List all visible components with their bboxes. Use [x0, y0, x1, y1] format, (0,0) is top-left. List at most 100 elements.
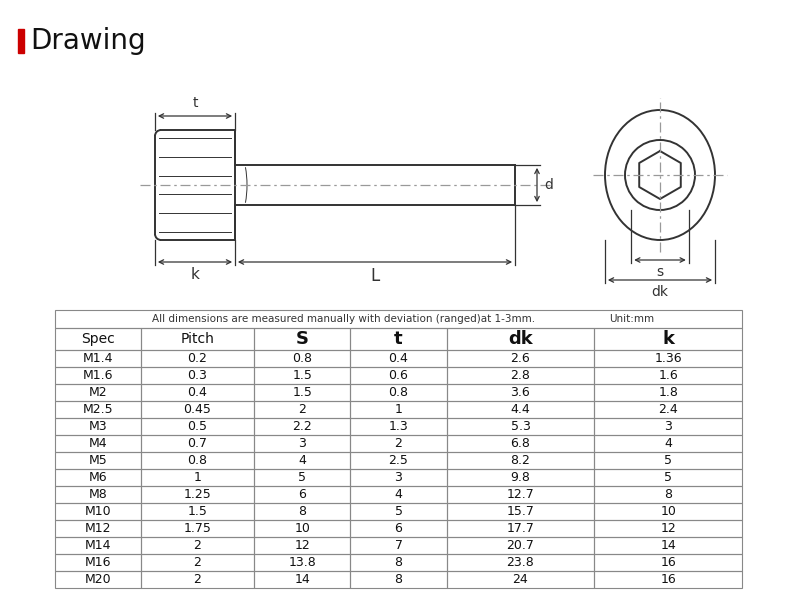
Text: dk: dk	[508, 330, 532, 348]
Text: Spec: Spec	[81, 332, 115, 346]
Bar	[594, 384, 742, 401]
Text: M12: M12	[85, 522, 111, 535]
Bar	[351, 554, 446, 571]
Text: 2: 2	[394, 437, 402, 450]
Text: dk: dk	[652, 285, 668, 299]
Text: 5: 5	[664, 454, 672, 467]
Bar	[446, 328, 594, 350]
Bar	[254, 328, 351, 350]
Bar	[351, 328, 446, 350]
Bar	[254, 435, 351, 452]
Bar	[351, 435, 446, 452]
Text: 2.5: 2.5	[389, 454, 408, 467]
Text: 2: 2	[194, 539, 201, 552]
Bar	[351, 503, 446, 520]
Text: 6: 6	[299, 488, 307, 501]
Text: 0.4: 0.4	[187, 386, 208, 399]
Text: M20: M20	[85, 573, 111, 586]
Bar	[446, 537, 594, 554]
Text: 1.5: 1.5	[292, 386, 312, 399]
Text: 0.5: 0.5	[187, 420, 208, 433]
Bar	[594, 469, 742, 486]
Bar	[141, 503, 254, 520]
Bar	[351, 350, 446, 367]
Text: 17.7: 17.7	[506, 522, 534, 535]
Text: 1.6: 1.6	[658, 369, 678, 382]
Bar	[141, 328, 254, 350]
Text: 4: 4	[299, 454, 307, 467]
Text: 4.4: 4.4	[510, 403, 530, 416]
Bar	[141, 367, 254, 384]
Bar	[446, 503, 594, 520]
Text: k: k	[190, 267, 199, 282]
Bar	[446, 469, 594, 486]
Text: 0.3: 0.3	[187, 369, 208, 382]
Bar	[351, 401, 446, 418]
Text: M4: M4	[88, 437, 107, 450]
Text: 2.8: 2.8	[510, 369, 530, 382]
Text: 10: 10	[660, 505, 676, 518]
Bar	[141, 469, 254, 486]
Bar	[141, 384, 254, 401]
Bar	[351, 537, 446, 554]
Text: 8: 8	[394, 573, 402, 586]
Text: M3: M3	[88, 420, 107, 433]
Text: 3.6: 3.6	[510, 386, 530, 399]
Bar	[446, 486, 594, 503]
Bar	[254, 469, 351, 486]
Bar	[254, 537, 351, 554]
Text: 9.8: 9.8	[510, 471, 530, 484]
Bar	[55, 435, 141, 452]
Bar	[254, 418, 351, 435]
Bar	[446, 350, 594, 367]
Text: M6: M6	[88, 471, 107, 484]
Bar	[351, 469, 446, 486]
Text: 0.8: 0.8	[389, 386, 408, 399]
Bar	[594, 571, 742, 588]
Bar	[351, 452, 446, 469]
Bar	[594, 554, 742, 571]
Bar	[141, 571, 254, 588]
Text: L: L	[371, 267, 380, 285]
Bar	[351, 418, 446, 435]
Text: M5: M5	[88, 454, 107, 467]
Text: 23.8: 23.8	[506, 556, 534, 569]
Bar	[55, 452, 141, 469]
Bar	[594, 418, 742, 435]
Text: 0.8: 0.8	[292, 352, 312, 365]
Bar	[141, 350, 254, 367]
Text: 1.25: 1.25	[184, 488, 212, 501]
Text: 6.8: 6.8	[510, 437, 530, 450]
Bar	[254, 554, 351, 571]
Bar	[141, 418, 254, 435]
Text: 20.7: 20.7	[506, 539, 534, 552]
Text: 1.36: 1.36	[654, 352, 682, 365]
Bar	[55, 418, 141, 435]
Bar	[594, 452, 742, 469]
Bar	[141, 452, 254, 469]
Text: 8: 8	[299, 505, 307, 518]
Text: 8.2: 8.2	[510, 454, 530, 467]
Bar	[446, 418, 594, 435]
Bar	[594, 503, 742, 520]
Text: 3: 3	[664, 420, 672, 433]
Text: 1.8: 1.8	[658, 386, 678, 399]
Bar	[254, 350, 351, 367]
Text: 1: 1	[194, 471, 201, 484]
Bar	[55, 486, 141, 503]
Text: 1: 1	[394, 403, 402, 416]
Text: M10: M10	[85, 505, 111, 518]
Bar	[594, 350, 742, 367]
Bar	[18, 29, 24, 53]
Text: 24: 24	[513, 573, 529, 586]
Bar	[351, 486, 446, 503]
Text: 12: 12	[660, 522, 676, 535]
Text: 14: 14	[295, 573, 310, 586]
Text: 1.3: 1.3	[389, 420, 408, 433]
Bar	[594, 537, 742, 554]
Bar	[55, 503, 141, 520]
Bar	[254, 486, 351, 503]
Text: All dimensions are measured manually with deviation (ranged)at 1-3mm.: All dimensions are measured manually wit…	[152, 314, 535, 324]
Text: M2: M2	[88, 386, 107, 399]
Bar	[55, 328, 141, 350]
